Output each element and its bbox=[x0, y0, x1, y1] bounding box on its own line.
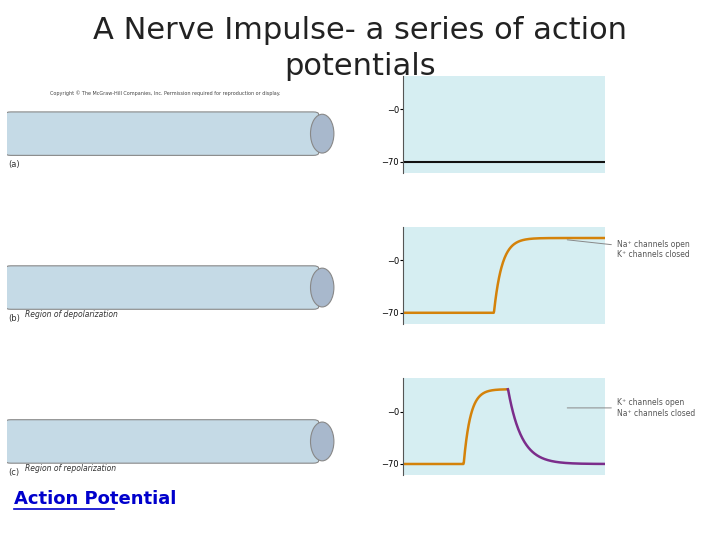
Text: (c): (c) bbox=[8, 468, 19, 477]
Text: (a): (a) bbox=[8, 160, 19, 169]
Text: A Nerve Impulse- a series of action
potentials: A Nerve Impulse- a series of action pote… bbox=[93, 16, 627, 81]
FancyBboxPatch shape bbox=[6, 266, 319, 309]
Ellipse shape bbox=[310, 114, 334, 153]
Text: (b): (b) bbox=[8, 314, 19, 323]
Text: Region of depolarization: Region of depolarization bbox=[25, 310, 118, 319]
Text: Region of repolarization: Region of repolarization bbox=[25, 464, 117, 473]
Text: Copyright © The McGraw-Hill Companies, Inc. Permission required for reproduction: Copyright © The McGraw-Hill Companies, I… bbox=[50, 91, 281, 96]
Ellipse shape bbox=[310, 268, 334, 307]
Text: Action Potential: Action Potential bbox=[14, 490, 177, 508]
Text: Na⁺ channels open
K⁺ channels closed: Na⁺ channels open K⁺ channels closed bbox=[567, 240, 690, 259]
FancyBboxPatch shape bbox=[6, 112, 319, 156]
Ellipse shape bbox=[310, 422, 334, 461]
FancyBboxPatch shape bbox=[6, 420, 319, 463]
Text: K⁺ channels open
Na⁺ channels closed: K⁺ channels open Na⁺ channels closed bbox=[567, 398, 695, 417]
